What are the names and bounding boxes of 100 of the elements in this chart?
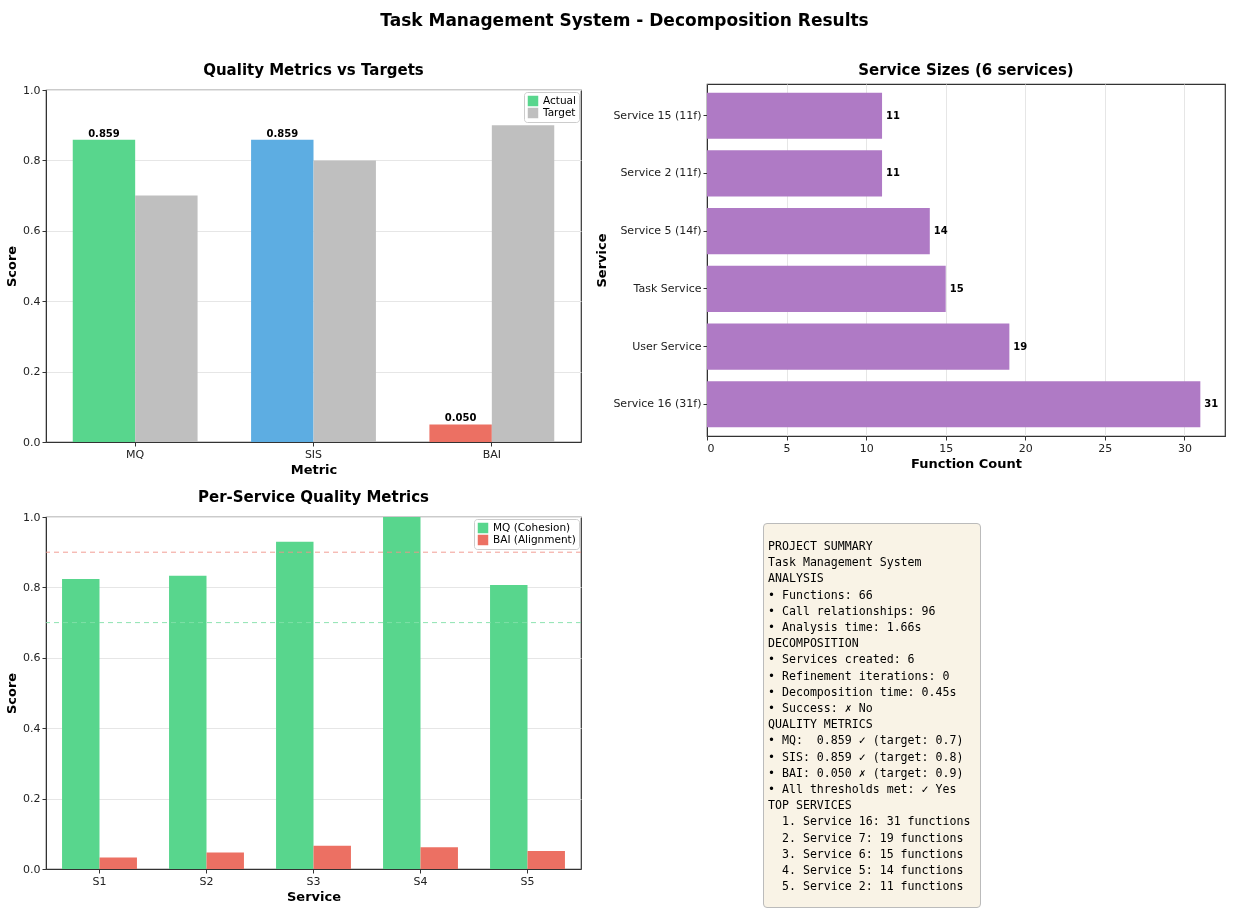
bar (491, 125, 555, 442)
data-label: 31 (1204, 398, 1219, 410)
bar (707, 208, 930, 255)
x-tick-label: SIS (304, 447, 323, 461)
y-tick-label: 0.0 (23, 435, 41, 449)
y-tick-label: 1.0 (23, 83, 41, 97)
y-tick-label: 0.6 (23, 224, 41, 238)
x-tick-label: 5 (783, 441, 791, 455)
text: DECOMPOSITION (768, 636, 859, 651)
bar (707, 92, 883, 139)
bar (206, 852, 244, 869)
chart-title: Quality Metrics vs Targets (203, 61, 424, 79)
data-label: 0.859 (88, 127, 120, 139)
text: TOP SERVICES (768, 798, 852, 813)
text: 1. Service 16: 31 functions (781, 814, 971, 829)
bar (62, 578, 100, 869)
x-tick-label: 15 (939, 441, 954, 455)
y-tick-label: 0.8 (23, 580, 41, 594)
text: • Analysis time: 1.66s (768, 620, 922, 635)
bar (707, 381, 1201, 428)
x-tick-label: S5 (520, 874, 535, 888)
y-tick-label: 1.0 (23, 510, 41, 524)
legend-label: Target (542, 106, 576, 118)
x-tick-label: S4 (413, 874, 428, 888)
text: • All thresholds met: ✓ Yes (768, 782, 957, 797)
y-axis-title: Service (594, 233, 610, 288)
bar (313, 845, 351, 869)
bar (527, 851, 565, 869)
text: 2. Service 7: 19 functions (781, 830, 964, 845)
text: • BAI: 0.050 ✗ (target: 0.9) (768, 765, 964, 780)
bar (72, 139, 136, 442)
bar (99, 857, 137, 869)
x-tick-label: S1 (92, 874, 107, 888)
text: • Success: ✗ No (768, 701, 873, 716)
text: 5. Service 2: 11 functions (781, 879, 964, 894)
data-label: 15 (949, 282, 964, 294)
bar (707, 150, 883, 197)
text: • Call relationships: 96 (768, 603, 936, 618)
y-tick-label: 0.0 (23, 862, 41, 876)
x-tick-label: 0 (707, 441, 715, 455)
bar (429, 424, 492, 442)
x-tick-label: 20 (1018, 441, 1033, 455)
bar (135, 195, 198, 442)
data-label: 19 (1013, 340, 1028, 352)
text: 4. Service 5: 14 functions (781, 863, 964, 878)
text: • Refinement iterations: 0 (768, 668, 950, 683)
y-tick-label: 0.2 (23, 792, 41, 806)
y-tick-label: Service 5 (14f) (620, 224, 702, 238)
bar (383, 517, 421, 869)
y-axis-title: Score (4, 672, 20, 715)
text: Task Management System - Decomposition Results (379, 10, 870, 30)
text: ANALYSIS (768, 571, 824, 586)
x-tick-label: S2 (199, 874, 214, 888)
text: QUALITY METRICS (768, 717, 873, 732)
text: PROJECT SUMMARY (768, 539, 873, 553)
text: • Services created: 6 (768, 652, 915, 667)
y-tick-label: 0.2 (23, 365, 41, 379)
x-tick-label: 30 (1177, 441, 1192, 455)
y-tick-label: 0.4 (23, 721, 41, 735)
y-tick-label: Service 15 (11f) (613, 108, 702, 122)
x-tick-label: BAI (482, 447, 501, 461)
bar (707, 323, 1010, 370)
chart-title: Service Sizes (6 services) (858, 61, 1074, 79)
text: 3. Service 6: 15 functions (781, 846, 964, 861)
bar (707, 265, 946, 312)
legend-label: MQ (Cohesion) (493, 521, 571, 533)
text: Task Management System (768, 555, 922, 570)
y-tick-label: 0.6 (23, 651, 41, 665)
x-tick-label: MQ (126, 447, 145, 461)
x-tick-label: S3 (306, 874, 321, 888)
text: • MQ: 0.859 ✓ (target: 0.7) (768, 733, 964, 748)
text: • Functions: 66 (768, 587, 873, 602)
bar (251, 139, 314, 442)
legend-label: Actual (543, 94, 576, 106)
legend-label: BAI (Alignment) (493, 533, 576, 545)
y-tick-label: Service 2 (11f) (620, 166, 702, 180)
y-tick-label: Service 16 (31f) (613, 397, 702, 411)
x-tick-label: 25 (1098, 441, 1113, 455)
bar (276, 541, 314, 869)
chart-title: Per-Service Quality Metrics (197, 488, 430, 506)
x-axis-title: Metric (290, 461, 338, 477)
text: • Decomposition time: 0.45s (768, 684, 957, 699)
bar (169, 575, 207, 869)
x-axis-title: Service (286, 888, 342, 904)
text: • SIS: 0.859 ✓ (target: 0.8) (768, 749, 964, 764)
x-tick-label: 10 (859, 441, 874, 455)
bar (490, 584, 528, 869)
data-label: 0.050 (444, 412, 477, 424)
y-tick-label: User Service (632, 339, 702, 353)
y-axis-title: Score (4, 245, 20, 288)
bar (420, 847, 458, 869)
y-tick-label: 0.4 (23, 294, 41, 308)
y-tick-label: Task Service (632, 281, 702, 295)
x-axis-title: Function Count (910, 455, 1023, 471)
data-label: 14 (933, 225, 948, 237)
data-label: 11 (886, 167, 901, 179)
bar (313, 160, 376, 442)
data-label: 0.859 (266, 127, 299, 139)
data-label: 11 (886, 109, 901, 121)
y-tick-label: 0.8 (23, 153, 41, 167)
